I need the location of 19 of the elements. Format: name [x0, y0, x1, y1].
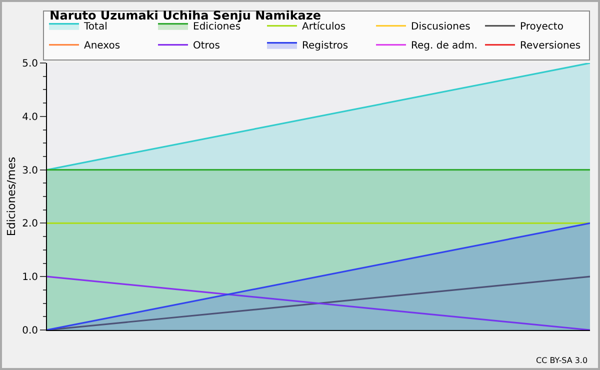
legend-label: Discusiones: [411, 22, 470, 33]
legend-label: Ediciones: [193, 22, 241, 33]
y-axis-title: Ediciones/mes: [5, 156, 18, 236]
y-tick-label: 4.0: [22, 112, 38, 123]
y-tick-label: 3.0: [22, 165, 38, 176]
legend-label: Reversiones: [520, 40, 581, 52]
legend-label: Anexos: [84, 40, 120, 52]
text: CC BY-SA 3.0: [536, 356, 588, 365]
legend-label: Reg. de adm.: [411, 40, 478, 52]
legend-label: Total: [83, 22, 108, 33]
y-tick-label: 0.0: [22, 326, 38, 336]
y-tick-label: 2.0: [22, 218, 38, 230]
legend-label: Registros: [302, 40, 348, 52]
y-tick-label: 5.0: [22, 58, 38, 70]
legend-label: Proyecto: [520, 22, 564, 33]
y-tick-label: 1.0: [22, 272, 38, 284]
legend-label: Otros: [193, 40, 220, 52]
chart-title: Naruto Uzumaki Uchiha Senju Namikaze: [50, 8, 322, 23]
legend-label: Artículos: [302, 22, 346, 33]
